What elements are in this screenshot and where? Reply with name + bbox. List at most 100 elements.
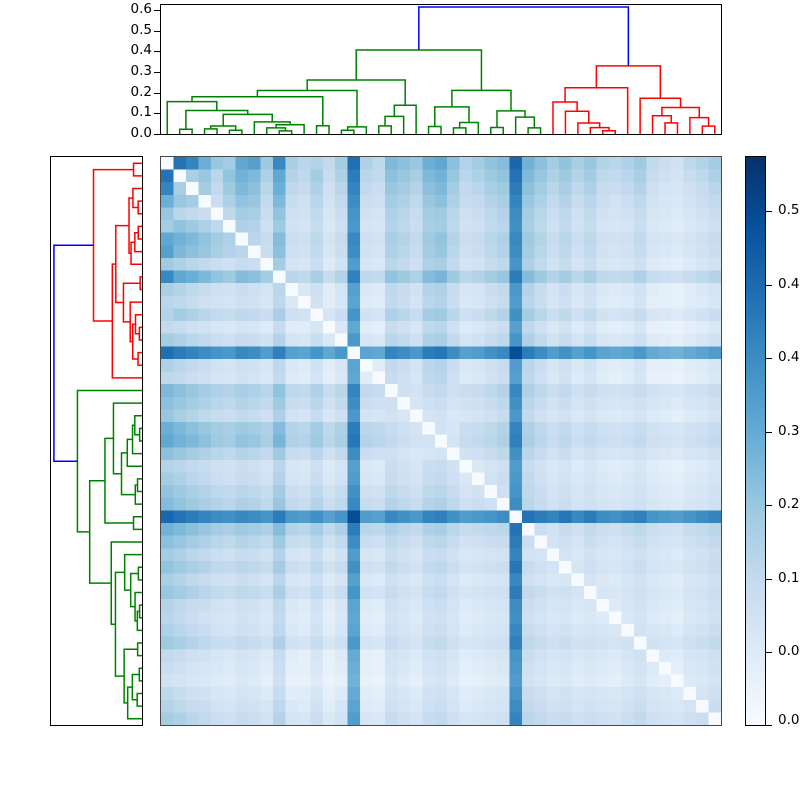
heatmap-cell [708,232,721,246]
heatmap-cell [161,321,174,335]
heatmap-cell [633,472,647,486]
heatmap-cell [658,358,672,372]
heatmap-cell [696,295,709,309]
heatmap-cell [248,510,261,524]
dendrogram-link [639,97,682,134]
heatmap-cell [397,485,411,499]
heatmap-cell [434,459,448,473]
heatmap-cell [484,434,498,448]
heatmap-cell [609,283,622,297]
heatmap-cell [633,548,647,562]
dendrogram-link [378,125,392,134]
heatmap-cell [584,245,597,259]
heatmap-cell [609,636,622,650]
heatmap-cell [372,472,386,486]
heatmap-cell [322,194,336,208]
colorbar-tick-mark [766,505,772,507]
heatmap-cell [185,674,199,688]
dendrogram-link [266,127,287,134]
heatmap-cell [484,308,498,322]
heatmap-cell [297,598,311,612]
heatmap-cell [347,232,361,246]
heatmap-cell [385,611,398,625]
heatmap-cell [459,712,473,725]
heatmap-cell [658,573,672,587]
heatmap-cell [596,207,610,221]
heatmap-cell [335,358,349,372]
heatmap-cell [285,295,299,309]
heatmap[interactable] [160,156,722,726]
heatmap-cell [708,459,721,473]
heatmap-cell [409,358,423,372]
heatmap-cell [360,321,373,335]
heatmap-cell [173,485,187,499]
heatmap-cell [571,447,585,461]
heatmap-cell [422,712,436,725]
heatmap-cell [658,207,672,221]
heatmap-cell [683,661,697,675]
heatmap-cell [658,624,672,637]
heatmap-cell [509,434,523,448]
heatmap-cell [372,485,386,499]
heatmap-cell [360,257,373,271]
heatmap-cell [285,169,299,183]
heatmap-cell [248,674,261,688]
heatmap-cell [310,434,324,448]
heatmap-cell [708,283,721,297]
heatmap-cell [409,194,423,208]
heatmap-cell [534,308,548,322]
heatmap-cell [347,674,361,688]
heatmap-cell [297,699,311,713]
heatmap-cell [248,586,261,600]
dendrogram-link [434,106,470,127]
heatmap-cell [285,611,299,625]
heatmap-cell [708,687,721,701]
heatmap-cell [447,308,461,322]
heatmap-cell [521,548,535,562]
heatmap-cell [360,712,373,725]
heatmap-cell [273,333,286,347]
heatmap-cell [198,523,212,537]
heatmap-cell [484,182,498,196]
heatmap-cell [621,384,635,398]
heatmap-cell [559,624,573,637]
heatmap-cell [571,560,585,574]
heatmap-cell [198,560,212,574]
heatmap-cell [546,434,560,448]
heatmap-cell [497,220,510,234]
heatmap-cell [322,611,336,625]
heatmap-cell [409,346,423,360]
heatmap-cell [459,497,473,511]
heatmap-cell [472,687,485,701]
heatmap-cell [235,510,249,524]
heatmap-cell [521,396,535,410]
heatmap-cell [596,611,610,625]
heatmap-cell [335,560,349,574]
heatmap-cell [335,661,349,675]
heatmap-cell [335,548,349,562]
heatmap-cell [546,485,560,499]
heatmap-cell [335,459,349,473]
heatmap-cell [248,346,261,360]
heatmap-cell [385,245,398,259]
heatmap-cell [322,699,336,713]
heatmap-cell [422,257,436,271]
heatmap-cell [671,169,685,183]
heatmap-cell [708,245,721,259]
heatmap-cell [347,586,361,600]
heatmap-cells[interactable] [161,157,721,725]
heatmap-cell [646,699,660,713]
heatmap-cell [297,649,311,663]
heatmap-cell [658,245,672,259]
heatmap-cell [497,497,510,511]
heatmap-cell [633,283,647,297]
heatmap-cell [584,611,597,625]
heatmap-cell [546,649,560,663]
heatmap-cell [571,699,585,713]
heatmap-cell [173,358,187,372]
heatmap-cell [335,321,349,335]
heatmap-cell [646,333,660,347]
heatmap-cell [621,283,635,297]
heatmap-cell [161,447,174,461]
heatmap-cell [447,712,461,725]
